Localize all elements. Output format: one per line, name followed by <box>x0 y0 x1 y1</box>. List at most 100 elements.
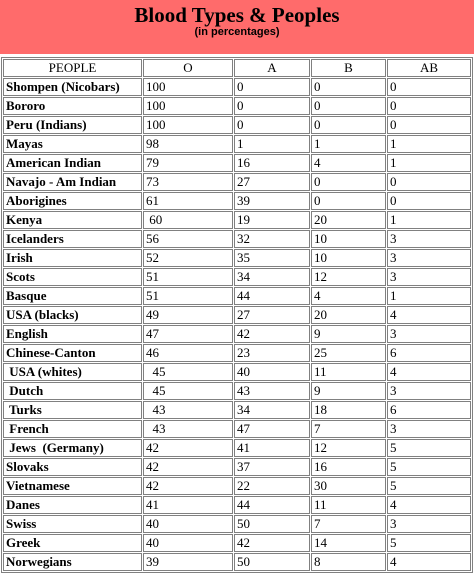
cell-o: 52 <box>143 249 233 267</box>
table-row: Navajo - Am Indian 73 27 0 0 <box>3 173 471 191</box>
table-row: USA (whites) 45 40 11 4 <box>3 363 471 381</box>
cell-people: USA (blacks) <box>3 306 142 324</box>
cell-a: 22 <box>234 477 310 495</box>
cell-people: Slovaks <box>3 458 142 476</box>
cell-o: 51 <box>143 268 233 286</box>
cell-a: 50 <box>234 553 310 571</box>
cell-b: 12 <box>311 439 386 457</box>
cell-a: 27 <box>234 173 310 191</box>
cell-o: 100 <box>143 78 233 96</box>
cell-ab: 5 <box>387 458 471 476</box>
table-row: Basque 51 44 4 1 <box>3 287 471 305</box>
cell-o: 100 <box>143 116 233 134</box>
cell-people: Jews (Germany) <box>3 439 142 457</box>
cell-people: Mayas <box>3 135 142 153</box>
cell-a: 27 <box>234 306 310 324</box>
cell-people: Aborigines <box>3 192 142 210</box>
cell-b: 0 <box>311 78 386 96</box>
cell-people: Basque <box>3 287 142 305</box>
cell-people: Vietnamese <box>3 477 142 495</box>
cell-o: 61 <box>143 192 233 210</box>
cell-ab: 1 <box>387 287 471 305</box>
cell-people: Kenya <box>3 211 142 229</box>
cell-o: 40 <box>143 534 233 552</box>
cell-people: Bororo <box>3 97 142 115</box>
table-row: American Indian 79 16 4 1 <box>3 154 471 172</box>
cell-ab: 0 <box>387 173 471 191</box>
cell-b: 11 <box>311 363 386 381</box>
cell-a: 0 <box>234 116 310 134</box>
cell-b: 7 <box>311 420 386 438</box>
cell-b: 30 <box>311 477 386 495</box>
cell-people: Peru (Indians) <box>3 116 142 134</box>
cell-people: Turks <box>3 401 142 419</box>
column-header-a: A <box>234 59 310 77</box>
cell-ab: 6 <box>387 344 471 362</box>
cell-ab: 3 <box>387 382 471 400</box>
page-header: Blood Types & Peoples (in percentages) <box>0 0 474 54</box>
cell-b: 11 <box>311 496 386 514</box>
cell-ab: 3 <box>387 515 471 533</box>
cell-b: 16 <box>311 458 386 476</box>
cell-a: 1 <box>234 135 310 153</box>
table-row: Kenya 60 19 20 1 <box>3 211 471 229</box>
cell-o: 42 <box>143 458 233 476</box>
cell-b: 18 <box>311 401 386 419</box>
cell-a: 32 <box>234 230 310 248</box>
cell-people: Irish <box>3 249 142 267</box>
table-row: Vietnamese 42 22 30 5 <box>3 477 471 495</box>
cell-a: 16 <box>234 154 310 172</box>
cell-a: 41 <box>234 439 310 457</box>
cell-ab: 0 <box>387 97 471 115</box>
cell-ab: 4 <box>387 496 471 514</box>
cell-o: 40 <box>143 515 233 533</box>
cell-b: 20 <box>311 211 386 229</box>
cell-b: 4 <box>311 154 386 172</box>
cell-b: 0 <box>311 116 386 134</box>
cell-b: 12 <box>311 268 386 286</box>
cell-a: 42 <box>234 534 310 552</box>
cell-o: 42 <box>143 439 233 457</box>
cell-people: Danes <box>3 496 142 514</box>
cell-a: 23 <box>234 344 310 362</box>
cell-o: 43 <box>143 401 233 419</box>
cell-a: 0 <box>234 97 310 115</box>
cell-ab: 3 <box>387 420 471 438</box>
cell-ab: 4 <box>387 306 471 324</box>
column-header-b: B <box>311 59 386 77</box>
cell-people: French <box>3 420 142 438</box>
cell-b: 20 <box>311 306 386 324</box>
table-row: Danes 41 44 11 4 <box>3 496 471 514</box>
table-row: Scots 51 34 12 3 <box>3 268 471 286</box>
blood-types-table-container: PEOPLE O A B AB Shompen (Nicobars) 100 0 0 0… <box>1 57 473 573</box>
cell-a: 47 <box>234 420 310 438</box>
table-row: English 47 42 9 3 <box>3 325 471 343</box>
cell-ab: 1 <box>387 211 471 229</box>
cell-ab: 4 <box>387 363 471 381</box>
cell-o: 60 <box>143 211 233 229</box>
cell-b: 10 <box>311 249 386 267</box>
table-row: Chinese-Canton 46 23 25 6 <box>3 344 471 362</box>
table-header-row: PEOPLE O A B AB <box>3 59 471 77</box>
cell-o: 73 <box>143 173 233 191</box>
cell-a: 34 <box>234 401 310 419</box>
cell-b: 9 <box>311 382 386 400</box>
cell-o: 41 <box>143 496 233 514</box>
table-row: Swiss 40 50 7 3 <box>3 515 471 533</box>
cell-ab: 5 <box>387 439 471 457</box>
cell-a: 44 <box>234 496 310 514</box>
table-row: USA (blacks) 49 27 20 4 <box>3 306 471 324</box>
cell-b: 8 <box>311 553 386 571</box>
cell-ab: 0 <box>387 116 471 134</box>
cell-ab: 0 <box>387 192 471 210</box>
cell-b: 7 <box>311 515 386 533</box>
table-row: Slovaks 42 37 16 5 <box>3 458 471 476</box>
cell-a: 35 <box>234 249 310 267</box>
cell-o: 98 <box>143 135 233 153</box>
cell-ab: 1 <box>387 154 471 172</box>
cell-o: 42 <box>143 477 233 495</box>
cell-o: 43 <box>143 420 233 438</box>
table-row: Jews (Germany) 42 41 12 5 <box>3 439 471 457</box>
cell-o: 47 <box>143 325 233 343</box>
page-subtitle: (in percentages) <box>194 26 280 38</box>
